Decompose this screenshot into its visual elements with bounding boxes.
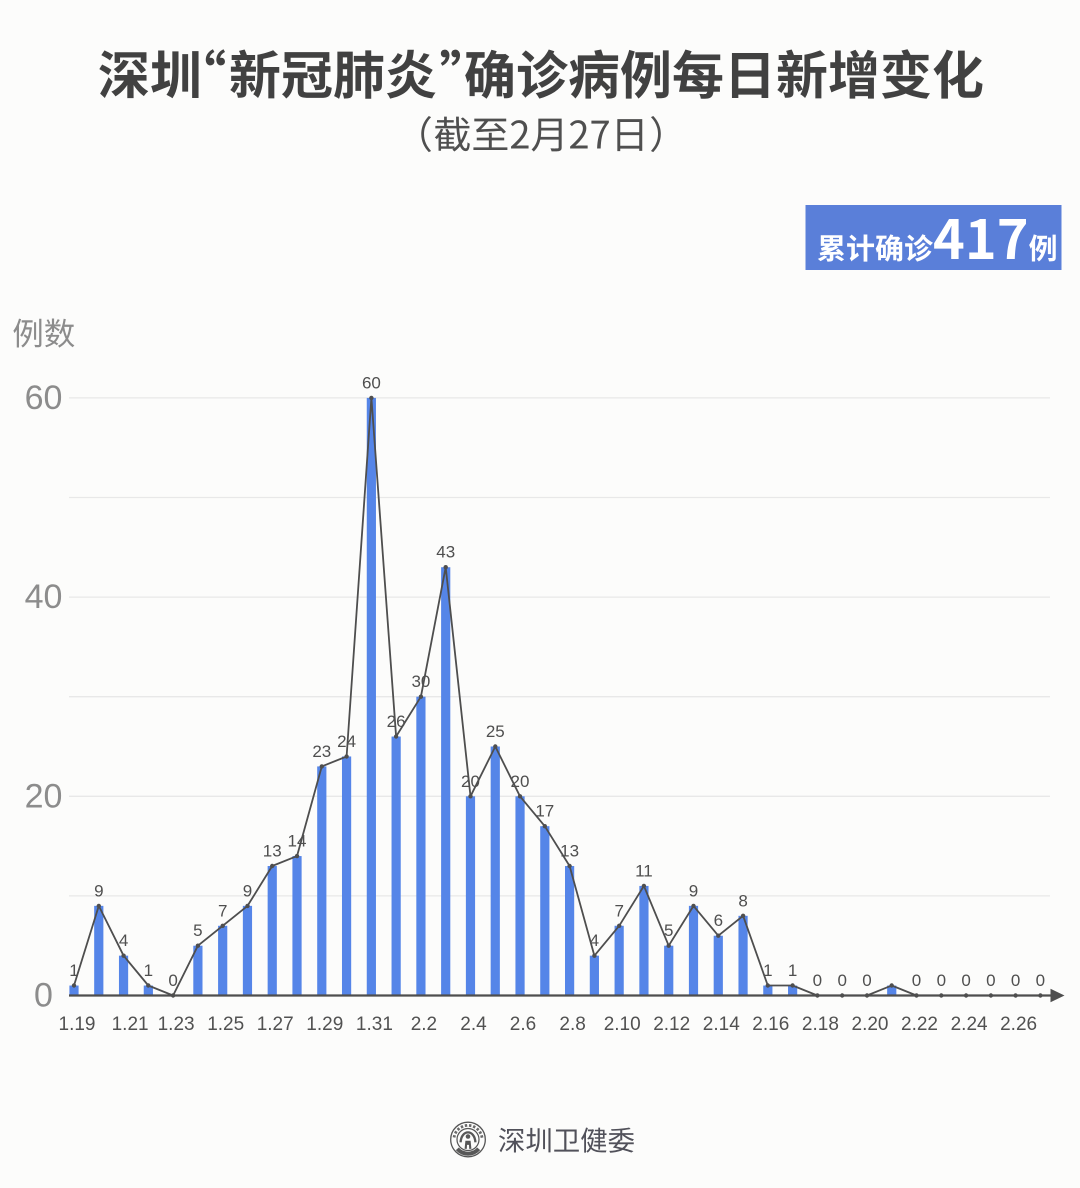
svg-text:1: 1 <box>69 961 78 980</box>
svg-text:11: 11 <box>635 861 653 880</box>
svg-text:2.8: 2.8 <box>559 1014 585 1035</box>
svg-text:4: 4 <box>590 931 599 950</box>
svg-text:20: 20 <box>461 772 480 791</box>
svg-text:20: 20 <box>511 772 530 791</box>
svg-text:20: 20 <box>25 777 63 815</box>
svg-text:43: 43 <box>436 543 455 562</box>
svg-text:1.19: 1.19 <box>59 1014 96 1035</box>
svg-text:2.6: 2.6 <box>510 1014 536 1035</box>
svg-text:8: 8 <box>738 891 747 910</box>
svg-text:26: 26 <box>387 712 406 731</box>
svg-text:0: 0 <box>34 977 53 1015</box>
svg-text:13: 13 <box>560 842 579 861</box>
svg-text:2.26: 2.26 <box>1000 1014 1037 1035</box>
svg-text:1.23: 1.23 <box>158 1014 195 1035</box>
svg-text:9: 9 <box>243 881 252 900</box>
svg-text:6: 6 <box>714 911 723 930</box>
svg-text:60: 60 <box>25 379 63 417</box>
svg-text:9: 9 <box>689 881 698 900</box>
svg-text:7: 7 <box>218 901 227 920</box>
svg-text:5: 5 <box>193 921 202 940</box>
svg-text:30: 30 <box>411 672 430 691</box>
svg-text:2.18: 2.18 <box>802 1014 839 1035</box>
svg-text:40: 40 <box>25 578 63 616</box>
svg-text:2.14: 2.14 <box>703 1014 740 1035</box>
svg-text:25: 25 <box>486 722 505 741</box>
svg-text:2.20: 2.20 <box>852 1014 889 1035</box>
svg-text:2.22: 2.22 <box>901 1014 938 1035</box>
svg-text:7: 7 <box>614 901 623 920</box>
svg-text:0: 0 <box>168 971 177 990</box>
svg-text:1.31: 1.31 <box>356 1014 393 1035</box>
svg-text:0: 0 <box>1011 971 1020 990</box>
svg-text:0: 0 <box>986 971 995 990</box>
svg-text:1.21: 1.21 <box>112 1014 149 1035</box>
svg-text:4: 4 <box>119 931 128 950</box>
svg-text:5: 5 <box>664 921 673 940</box>
svg-text:2.4: 2.4 <box>460 1014 487 1035</box>
svg-text:17: 17 <box>535 802 554 821</box>
svg-text:1.27: 1.27 <box>257 1014 294 1035</box>
svg-text:0: 0 <box>912 971 921 990</box>
svg-text:0: 0 <box>813 971 822 990</box>
svg-text:1: 1 <box>763 961 772 980</box>
svg-text:1.25: 1.25 <box>207 1014 244 1035</box>
svg-text:2.2: 2.2 <box>411 1014 437 1035</box>
svg-text:0: 0 <box>837 971 846 990</box>
svg-text:23: 23 <box>312 742 331 761</box>
svg-text:60: 60 <box>362 373 381 392</box>
svg-text:1: 1 <box>144 961 153 980</box>
svg-text:1: 1 <box>788 961 797 980</box>
svg-text:0: 0 <box>937 971 946 990</box>
svg-text:24: 24 <box>337 732 356 751</box>
svg-text:13: 13 <box>263 842 282 861</box>
svg-text:0: 0 <box>1036 971 1045 990</box>
svg-text:2.10: 2.10 <box>604 1014 641 1035</box>
svg-text:2.16: 2.16 <box>752 1014 789 1035</box>
svg-text:0: 0 <box>961 971 970 990</box>
svg-text:1.29: 1.29 <box>306 1014 343 1035</box>
svg-text:0: 0 <box>862 971 871 990</box>
svg-text:2.24: 2.24 <box>951 1014 988 1035</box>
svg-text:14: 14 <box>288 832 307 851</box>
svg-text:9: 9 <box>94 881 103 900</box>
svg-text:2.12: 2.12 <box>653 1014 690 1035</box>
